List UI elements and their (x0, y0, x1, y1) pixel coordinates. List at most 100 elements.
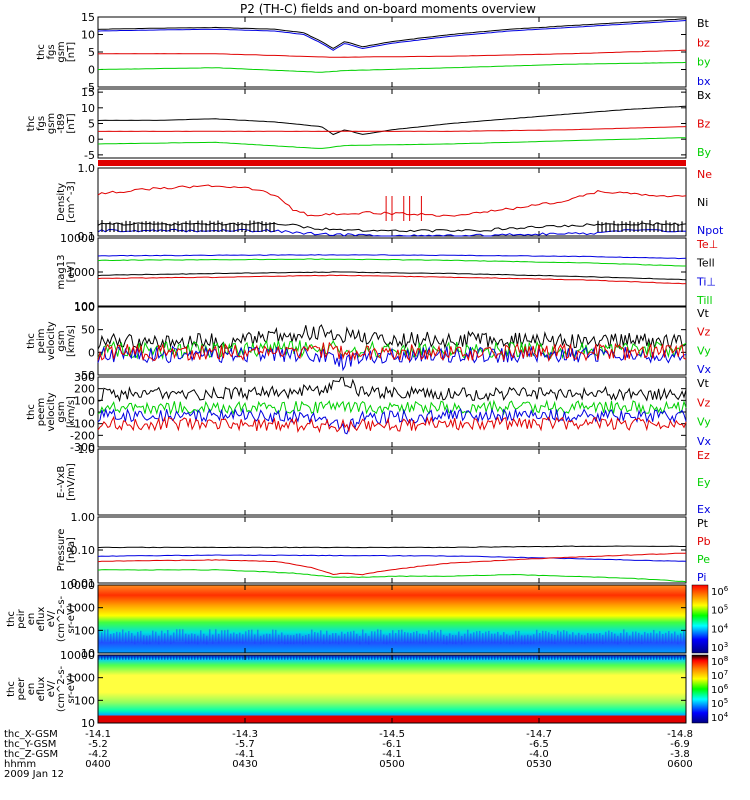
spectrogram-streak (239, 632, 241, 643)
spectrogram-streak (173, 632, 175, 643)
spectrogram-streak (413, 631, 415, 643)
spectrogram-streak (302, 656, 304, 660)
spectrogram-streak (605, 656, 607, 660)
spectrogram-streak (431, 656, 433, 660)
y-tick-label: -50 (77, 369, 95, 382)
spectrogram-streak (209, 656, 211, 660)
x-axis-value: 0600 (667, 759, 692, 770)
spectrogram-streak (167, 630, 169, 642)
spectrogram-streak (389, 656, 391, 660)
colorbar-tick-label: 106 (711, 683, 729, 696)
spectrogram-streak (323, 634, 325, 644)
spectrogram-streak (572, 656, 574, 660)
spectrogram-streak (431, 632, 433, 643)
spectrogram-streak (404, 632, 406, 643)
spectrogram-streak (557, 630, 559, 642)
spectrogram-streak (614, 656, 616, 660)
spectrogram-streak (188, 656, 190, 660)
spectrogram-streak (287, 634, 289, 644)
x-axis-value: -3.8 (670, 749, 690, 760)
spectrogram-streak (335, 656, 337, 660)
spectrogram-streak (506, 634, 508, 644)
spectrogram-streak (143, 635, 145, 645)
spectrogram-streak (458, 631, 460, 643)
y-tick-label: 100 (74, 394, 95, 407)
spectrogram-streak (128, 656, 130, 660)
spectrogram-streak (503, 656, 505, 660)
spectrogram-streak (305, 656, 307, 660)
spectrogram-streak (626, 656, 628, 660)
spectrogram-streak (428, 656, 430, 660)
spectrogram-streak (227, 629, 229, 642)
legend-entry: Vx (697, 363, 712, 376)
spectrogram-streak (380, 629, 382, 642)
spectrogram-streak (353, 630, 355, 642)
spectrogram-streak (146, 635, 148, 645)
spectrogram-streak (449, 656, 451, 660)
spectrogram-streak (131, 632, 133, 643)
spectrogram-streak (602, 634, 604, 644)
series-bx (97, 105, 687, 136)
spectrogram-streak (473, 656, 475, 660)
spectrogram-streak (320, 656, 322, 660)
y-tick-label: 100 (74, 300, 95, 313)
spectrogram-streak (284, 656, 286, 660)
spectrogram-streak (200, 656, 202, 660)
y-axis-label: velocity (46, 392, 57, 431)
spectrogram-streak (104, 656, 106, 660)
panel-1: 15 10 5 0 -5 thc fgs gsm -t89 [nT] Bx Bz By (26, 86, 712, 162)
spectrogram-streak (425, 634, 427, 644)
spectrogram-streak (416, 656, 418, 660)
panel-8: 1.00 0.10 0.01 Pressure [nPa] Pt Pb Pe Pi (56, 511, 711, 590)
spectrogram-streak (551, 633, 553, 644)
x-axis-row-label: thc_Y-GSM (4, 739, 56, 750)
y-tick-label: 10000 (60, 579, 95, 592)
spectrogram-streak (644, 631, 646, 643)
spectrogram-streak (386, 656, 388, 660)
x-axis-value: -14.1 (85, 729, 111, 740)
spectrogram-streak (434, 656, 436, 660)
spectrogram-streak (266, 656, 268, 660)
y-axis-label: peer (16, 677, 27, 701)
series-pi (97, 554, 687, 562)
spectrogram-streak (569, 656, 571, 660)
spectrogram-streak (281, 632, 283, 643)
y-tick-label: -5 (84, 149, 95, 162)
spectrogram-streak (437, 656, 439, 660)
spectrogram-streak (587, 656, 589, 660)
y-axis-label: -t89 (56, 113, 67, 133)
y-tick-label: 0 (88, 133, 95, 146)
spectrogram-streak (602, 656, 604, 660)
spectrogram-streak (305, 635, 307, 645)
spectrogram-streak (680, 656, 682, 660)
spectrogram-streak (161, 630, 163, 642)
spectrogram-streak (467, 656, 469, 660)
spectrogram-streak (392, 656, 394, 660)
y-tick-label: 10000 (60, 649, 95, 662)
spectrogram-streak (365, 656, 367, 660)
spectrogram-streak (326, 656, 328, 660)
legend-entry: Ni (697, 196, 708, 209)
y-axis-label: gsm (56, 330, 67, 351)
spectrogram-streak (497, 656, 499, 660)
spectrogram-streak (341, 631, 343, 643)
x-axis-value: -4.1 (235, 749, 255, 760)
y-tick-label: 1000 (67, 672, 95, 685)
y-tick-label: 15 (81, 86, 95, 99)
y-axis-label: gsm (46, 113, 57, 134)
spectrogram-streak (386, 635, 388, 645)
spectrogram-streak (662, 656, 664, 660)
colorbar (691, 584, 709, 654)
spectrogram-streak (383, 634, 385, 644)
legend-entry: Ne (697, 168, 712, 181)
spectrogram-streak (524, 656, 526, 660)
series-vt (98, 376, 687, 403)
spectrogram-streak (356, 633, 358, 644)
legend-entry: by (697, 56, 711, 69)
series-vt (97, 324, 687, 351)
spectrogram-streak (230, 633, 232, 644)
spectrogram-streak (485, 656, 487, 660)
spectrogram-streak (617, 656, 619, 660)
spectrogram-streak (398, 656, 400, 660)
